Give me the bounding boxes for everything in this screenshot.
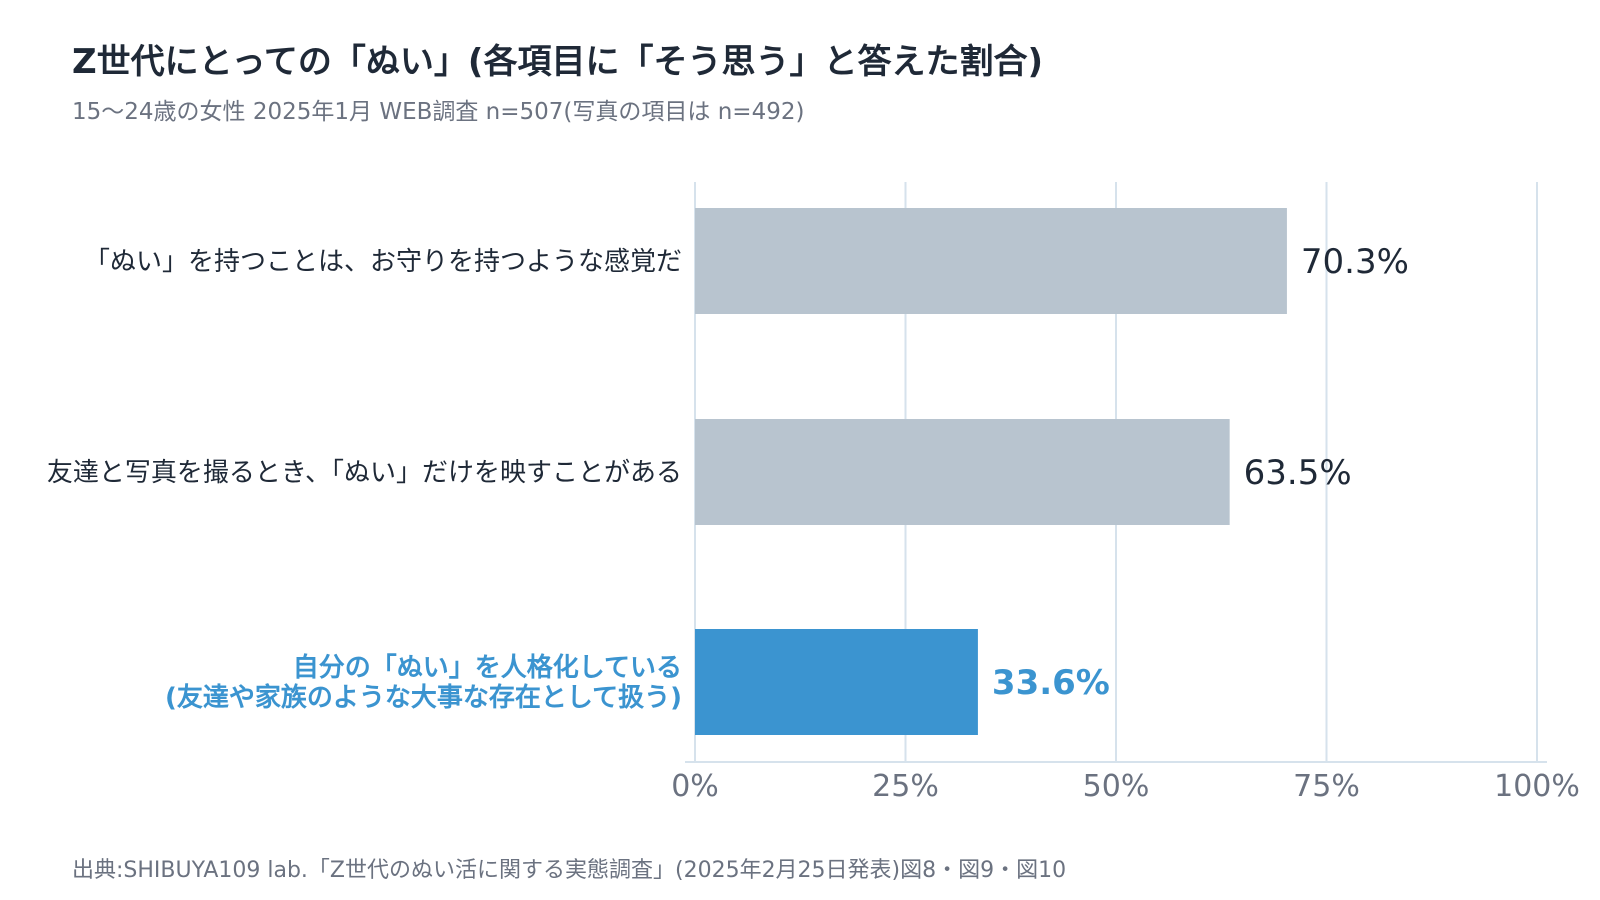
x-tick-label: 0% (671, 769, 719, 804)
bar (695, 208, 1287, 314)
source-note: 出典:SHIBUYA109 lab.「Z世代のぬい活に関する実態調査」(2025… (72, 858, 1067, 883)
x-tick-label: 25% (872, 769, 939, 804)
category-label: 友達と写真を撮るとき、「ぬい」だけを映すことがある (47, 458, 682, 488)
value-label: 33.6% (992, 663, 1110, 703)
x-tick-label: 50% (1083, 769, 1150, 804)
chart-title: Z世代にとっての「ぬい」(各項目に「そう思う」と答えた割合) (72, 42, 1044, 82)
category-label: 「ぬい」を持つことは、お守りを持つような感覚だ (84, 247, 682, 277)
x-tick-label: 100% (1494, 769, 1580, 804)
category-label: (友達や家族のような大事な存在として扱う) (165, 682, 682, 713)
category-label: 自分の「ぬい」を人格化している (293, 652, 682, 683)
value-label: 70.3% (1301, 242, 1409, 282)
bar (695, 629, 978, 735)
chart-subtitle: 15～24歳の女性 2025年1月 WEB調査 n=507(写真の項目は n=4… (72, 99, 805, 125)
x-tick-label: 75% (1293, 769, 1360, 804)
value-label: 63.5% (1244, 453, 1352, 493)
bar (695, 419, 1230, 525)
